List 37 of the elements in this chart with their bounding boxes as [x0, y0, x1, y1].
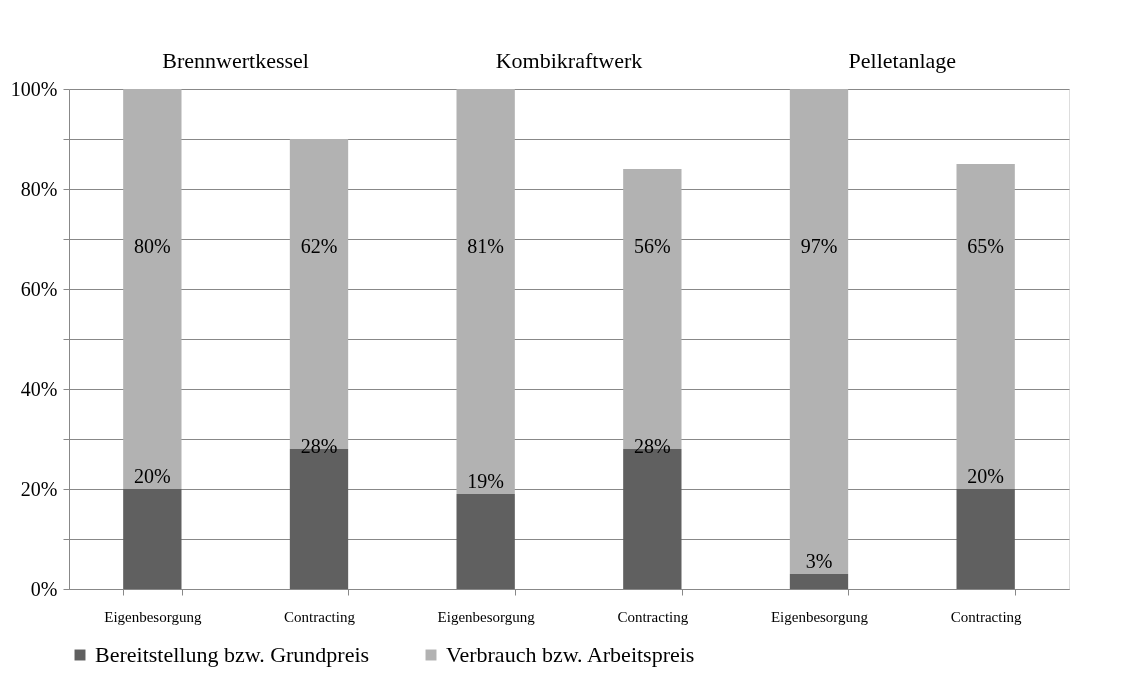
y-tick-label: 80%: [20, 177, 58, 200]
y-tick-label: 40%: [20, 377, 58, 400]
bar: [789, 89, 849, 574]
x-tick-label: Eigenbesorgung: [104, 608, 202, 625]
bar: [956, 164, 1015, 489]
bar: [789, 574, 849, 589]
text: Kombikraftwerk: [495, 48, 643, 73]
data-label: 28%: [634, 435, 671, 457]
text: Pelletanlage: [848, 48, 957, 73]
data-label: 65%: [967, 235, 1004, 257]
x-tick-label: Contracting: [284, 608, 356, 625]
data-label: 20%: [967, 465, 1004, 487]
bar: [956, 489, 1015, 589]
x-tick-label: Contracting: [950, 608, 1023, 625]
bar: [123, 89, 182, 489]
x-tick-label: Eigenbesorgung: [770, 608, 869, 625]
y-tick-label: 60%: [20, 277, 58, 300]
y-tick-label: 0%: [30, 577, 58, 600]
y-tick-label: 100%: [10, 77, 58, 100]
data-label: 62%: [300, 235, 338, 257]
data-label: 20%: [134, 465, 171, 487]
text: Brennwertkessel: [162, 48, 309, 73]
bar: [456, 494, 515, 589]
legend-label: Verbrauch bzw. Arbeitspreis: [446, 642, 695, 667]
data-label: 97%: [800, 235, 838, 257]
legend-label: Bereitstellung bzw. Grundpreis: [95, 642, 370, 667]
data-label: 80%: [134, 235, 171, 257]
y-tick-label: 20%: [20, 477, 58, 500]
data-label: 56%: [634, 235, 671, 257]
data-label: 3%: [805, 550, 833, 572]
data-label: 81%: [467, 235, 504, 257]
data-label: 19%: [467, 470, 504, 492]
data-label: 28%: [300, 435, 338, 457]
bar: [123, 489, 182, 589]
x-tick-label: Eigenbesorgung: [437, 608, 536, 625]
bar: [456, 89, 515, 494]
x-tick-label: Contracting: [617, 608, 689, 625]
